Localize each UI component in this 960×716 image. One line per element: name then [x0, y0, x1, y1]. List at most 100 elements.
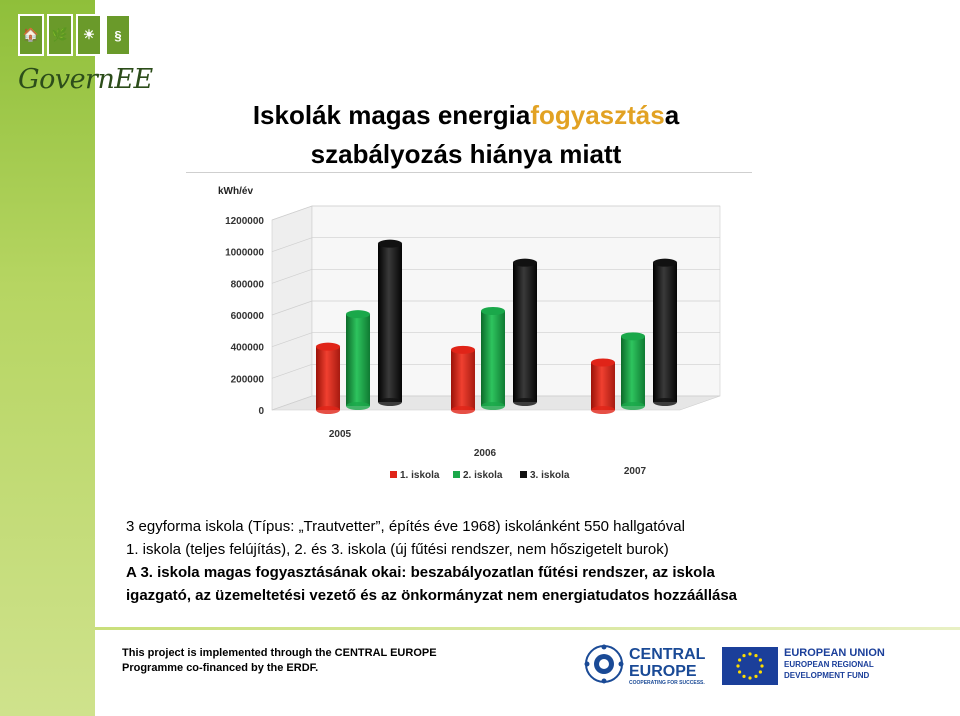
title-highlight: fogyasztás	[530, 100, 665, 130]
bar-base	[513, 398, 537, 406]
bar	[451, 345, 475, 414]
bar-body	[621, 336, 645, 406]
bar	[591, 358, 615, 414]
bar-top	[481, 307, 505, 315]
y-tick-label: 600000	[231, 311, 265, 322]
footer-line-2: Programme co-financed by the ERDF.	[122, 662, 319, 674]
bar-base	[621, 402, 645, 410]
info-line-4: igazgató, az üzemeltetési vezető és az ö…	[126, 587, 738, 604]
eu-star	[738, 670, 742, 674]
y-tick-label: 1200000	[225, 216, 264, 227]
grid-line	[271, 268, 720, 284]
eu-star	[736, 664, 740, 668]
page-title: Iskolák magas energiafogyasztása szabály…	[186, 96, 746, 174]
legend-label: 1. iskola	[400, 470, 440, 481]
grid-line	[271, 205, 720, 221]
bar-top	[621, 332, 645, 341]
bar-top	[346, 310, 370, 319]
y-tick-label: 400000	[231, 343, 265, 354]
bar-base	[346, 402, 370, 410]
bar-top	[316, 342, 340, 351]
chart-legend: 1. iskola 2. iskola 3. iskola	[390, 470, 570, 481]
governee-logo: 🏠 🌿 ☀ § GovernEE	[16, 14, 153, 104]
bar	[481, 307, 505, 410]
bar-top	[451, 345, 475, 354]
bar-body	[316, 346, 340, 410]
x-tick-label: 2006	[474, 448, 497, 459]
bar-body	[481, 311, 505, 406]
y-tick-label: 1000000	[225, 248, 264, 259]
eu-star	[758, 658, 762, 662]
grid-line	[271, 237, 720, 252]
bar-base	[378, 398, 402, 406]
y-tick-label: 800000	[231, 279, 265, 290]
bar	[513, 258, 537, 406]
bar-body	[378, 243, 402, 402]
y-axis-label: kWh/év	[218, 186, 253, 197]
x-tick-label: 2005	[329, 429, 352, 440]
grid-line	[271, 363, 720, 379]
info-line-1: 3 egyforma iskola (Típus: „Trautvetter”,…	[126, 518, 685, 535]
x-tick-labels: 2005 2006 2007	[329, 429, 647, 477]
ce-name-line-1: CENTRAL	[629, 646, 706, 663]
bar-body	[653, 262, 677, 402]
legend-swatch	[520, 471, 527, 478]
chart-bars	[316, 239, 677, 414]
eu-star	[742, 654, 746, 658]
eu-flag-icon	[722, 647, 778, 685]
eu-star	[754, 654, 758, 658]
sun-icon: ☀	[76, 14, 102, 56]
bar	[378, 239, 402, 406]
info-text: 3 egyforma iskola (Típus: „Trautvetter”,…	[126, 515, 946, 607]
title-part2: a	[664, 100, 680, 130]
eu-star	[760, 664, 764, 668]
bar-top	[591, 358, 615, 367]
footer-line-1: This project is implemented through the …	[122, 647, 437, 659]
bar	[653, 258, 677, 406]
x-tick-label: 2007	[624, 466, 647, 477]
logo-text: GovernEE	[18, 64, 153, 95]
footer-text: This project is implemented through the …	[122, 646, 437, 676]
info-line-2: 1. iskola (teljes felújítás), 2. és 3. i…	[126, 541, 669, 558]
eu-star	[742, 674, 746, 678]
legend-item: 1. iskola	[390, 470, 440, 481]
bar-body	[513, 262, 537, 402]
bar-top	[378, 239, 402, 248]
bar-base	[316, 406, 340, 414]
bar	[346, 310, 370, 410]
legend-item: 3. iskola	[520, 470, 570, 481]
legend-label: 3. iskola	[530, 470, 570, 481]
bar-base	[451, 406, 475, 414]
bar-top	[513, 258, 537, 267]
bar-body	[451, 349, 475, 410]
eu-star	[748, 676, 752, 680]
y-tick-label: 200000	[231, 374, 265, 385]
grid-line	[271, 395, 720, 411]
ce-tagline: COOPERATING FOR SUCCESS.	[629, 680, 705, 686]
y-tick-label: 0	[258, 406, 264, 417]
legend-swatch	[390, 471, 397, 478]
leaf-icon: 🌿	[47, 14, 73, 56]
info-line-3: A 3. iskola magas fogyasztásának okai: b…	[126, 564, 715, 581]
ce-name-line-2: EUROPE	[629, 663, 697, 680]
bar-base	[591, 406, 615, 414]
eu-star	[748, 652, 752, 656]
title-line2: szabályozás hiánya miatt	[310, 139, 622, 169]
bar-base	[481, 402, 505, 410]
sidebar-band	[0, 0, 95, 716]
bar-base	[653, 398, 677, 406]
grid-line	[271, 300, 720, 316]
eu-star	[738, 658, 742, 662]
bar	[621, 332, 645, 410]
bar-top	[653, 258, 677, 267]
bar-body	[591, 362, 615, 410]
legend-item: 2. iskola	[453, 470, 503, 481]
eu-text-line-1: EUROPEAN UNION	[784, 647, 885, 659]
title-part1: Iskolák magas energia	[252, 100, 531, 130]
grid-line	[271, 332, 720, 347]
y-tick-labels: 0 200000 400000 600000 800000 1000000 1200000	[225, 216, 264, 417]
chart-grid	[271, 205, 720, 411]
eu-star	[758, 670, 762, 674]
legend-label: 2. iskola	[463, 470, 503, 481]
central-europe-logo: CENTRAL EUROPE COOPERATING FOR SUCCESS.	[583, 643, 713, 687]
